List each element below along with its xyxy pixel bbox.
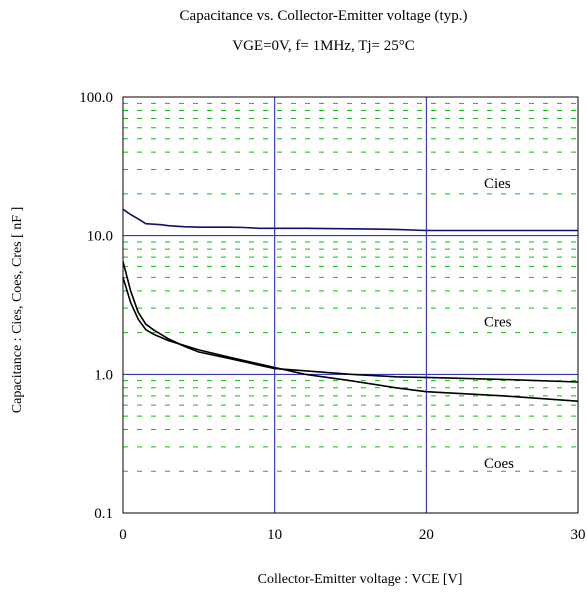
chart-title: Capacitance vs. Collector-Emitter voltag… [179, 8, 468, 24]
series-line-cres [122, 261, 579, 383]
plot-frame [122, 96, 579, 514]
y-axis-label: Capacitance : Cies, Coes, Cres [ nF ] [10, 206, 25, 414]
x-tick-label: 30 [571, 527, 586, 543]
series-label-cres: Cres [484, 315, 512, 331]
series-line-coes [122, 277, 579, 402]
x-tick-label: 10 [267, 527, 282, 543]
y-tick-label: 1.0 [94, 367, 113, 383]
series-label-coes: Coes [484, 456, 514, 472]
x-axis-label: Collector-Emitter voltage : VCE [V] [257, 572, 463, 587]
x-tick-label: 20 [419, 527, 434, 543]
series-label-cies: Cies [484, 176, 511, 192]
chart-subtitle: VGE=0V, f= 1MHz, Tj= 25°C [232, 38, 415, 54]
x-tick-label: 0 [119, 527, 127, 543]
y-tick-label: 100.0 [79, 90, 113, 106]
series-line-cies [122, 208, 578, 232]
y-tick-label: 10.0 [87, 229, 113, 245]
y-tick-label: 0.1 [94, 506, 113, 522]
